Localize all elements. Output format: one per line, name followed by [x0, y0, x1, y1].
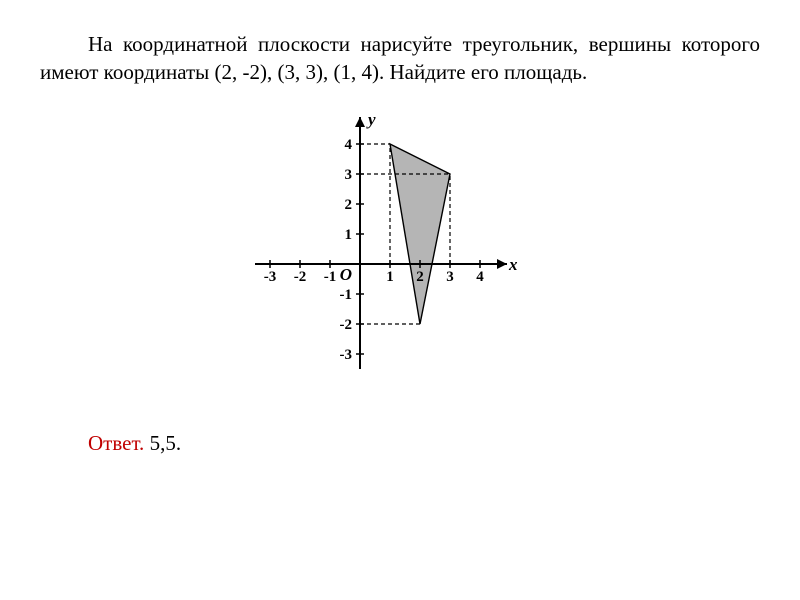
svg-text:-1: -1: [324, 269, 337, 285]
svg-text:x: x: [508, 255, 518, 274]
answer-label: Ответ.: [88, 431, 144, 455]
chart-container: -3 -2 -1 1 2 3 4 -3 -2 -1 1 2 3 4 Ox y: [40, 111, 760, 391]
svg-text:y: y: [366, 111, 376, 129]
svg-text:-3: -3: [264, 269, 277, 285]
svg-text:2: 2: [345, 197, 353, 213]
svg-text:3: 3: [345, 167, 353, 183]
svg-text:-3: -3: [340, 347, 353, 363]
svg-text:4: 4: [476, 269, 484, 285]
svg-text:2: 2: [416, 269, 424, 285]
svg-text:-2: -2: [340, 317, 353, 333]
problem-text: На координатной плоскости нарисуйте треу…: [40, 30, 760, 87]
svg-text:3: 3: [446, 269, 454, 285]
svg-text:O: O: [340, 265, 352, 284]
svg-text:4: 4: [345, 137, 353, 153]
svg-text:-2: -2: [294, 269, 307, 285]
answer-value: 5,5.: [150, 431, 182, 455]
svg-text:1: 1: [386, 269, 394, 285]
answer-line: Ответ. 5,5.: [88, 431, 760, 456]
svg-text:-1: -1: [340, 287, 353, 303]
svg-text:1: 1: [345, 227, 353, 243]
coordinate-chart: -3 -2 -1 1 2 3 4 -3 -2 -1 1 2 3 4 Ox y: [245, 111, 555, 391]
